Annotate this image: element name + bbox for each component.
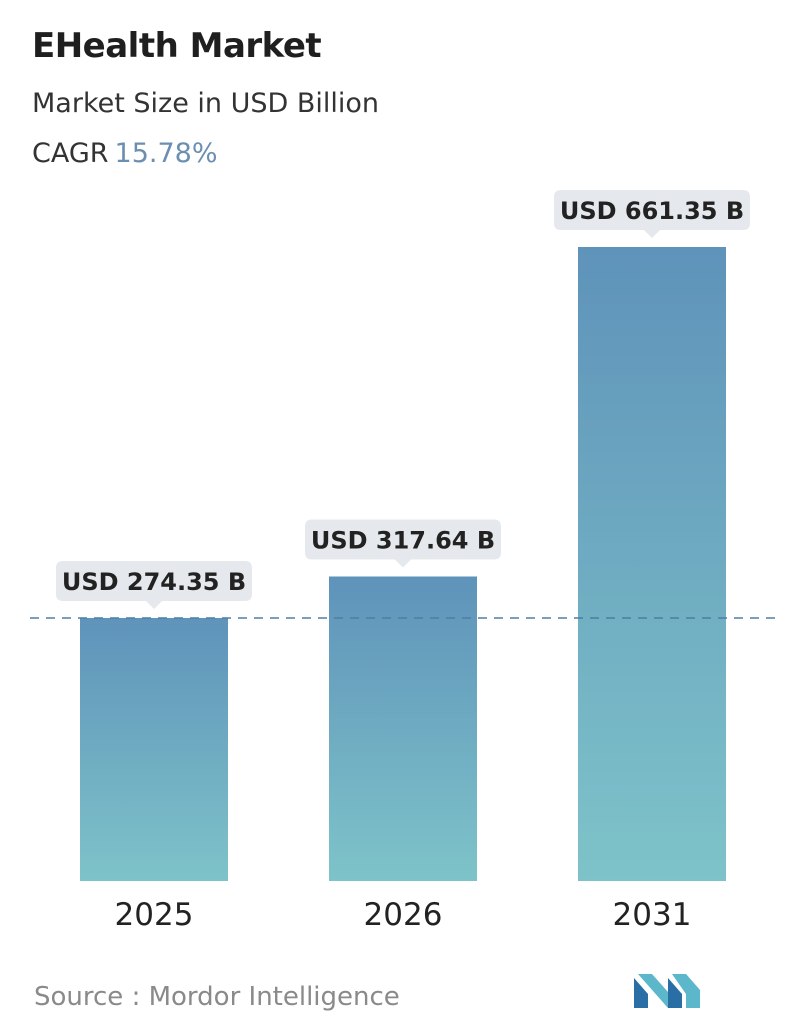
x-tick-2025: 2025 — [115, 897, 194, 933]
chart-title: EHealth Market — [32, 26, 322, 66]
cagr-line: CAGR 15.78% — [32, 138, 217, 169]
bar-2025 — [80, 617, 228, 881]
source-text: Source : Mordor Intelligence — [34, 982, 400, 1012]
bar-2031 — [578, 247, 726, 881]
cagr-value: 15.78% — [114, 138, 218, 169]
data-label-bg-2026 — [305, 519, 501, 568]
data-label-2025: USD 274.35 B — [62, 568, 246, 596]
x-tick-2026: 2026 — [364, 897, 443, 933]
bar-2026 — [329, 576, 477, 881]
mordor-intelligence-logo — [634, 974, 700, 1008]
cagr-label: CAGR — [32, 138, 109, 169]
data-label-bg-2031 — [554, 190, 750, 238]
chart-subtitle: Market Size in USD Billion — [32, 88, 380, 119]
data-label-2031: USD 661.35 B — [560, 197, 744, 225]
data-label-2026: USD 317.64 B — [311, 526, 495, 554]
x-tick-2031: 2031 — [613, 897, 692, 933]
data-label-bg-2025 — [56, 560, 252, 609]
bar-chart: USD 274.35 B USD 317.64 B USD 661.35 B 202… — [30, 190, 782, 933]
